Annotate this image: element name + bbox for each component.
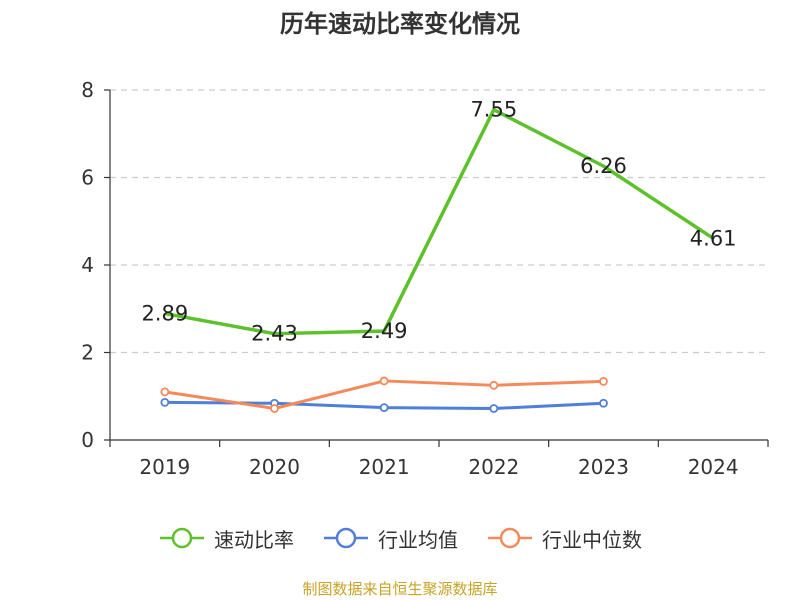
source-note: 制图数据来自恒生聚源数据库 bbox=[302, 580, 498, 598]
data-label: 2.49 bbox=[361, 319, 408, 343]
legend-marker-icon bbox=[324, 527, 368, 549]
legend-label: 速动比率 bbox=[214, 527, 294, 552]
x-tick-label: 2019 bbox=[139, 455, 190, 479]
data-point bbox=[379, 403, 389, 413]
series-line bbox=[164, 107, 715, 336]
legend-item[interactable]: 行业均值 bbox=[322, 524, 458, 553]
data-label: 7.55 bbox=[470, 98, 517, 122]
legend-marker-icon bbox=[488, 527, 532, 549]
data-point bbox=[599, 376, 608, 386]
legend-item[interactable]: 行业中位数 bbox=[486, 524, 642, 553]
y-tick-label: 2 bbox=[81, 341, 94, 365]
y-tick-label: 0 bbox=[81, 428, 94, 452]
data-point bbox=[489, 380, 499, 390]
data-label: 6.26 bbox=[580, 154, 627, 178]
data-label: 2.89 bbox=[141, 302, 188, 326]
legend-label: 行业中位数 bbox=[542, 527, 642, 552]
x-tick-label: 2020 bbox=[249, 455, 300, 479]
legend-item[interactable]: 速动比率 bbox=[158, 524, 294, 553]
x-tick-label: 2021 bbox=[359, 455, 410, 479]
data-point bbox=[160, 387, 170, 397]
data-label: 4.61 bbox=[690, 226, 737, 250]
data-point bbox=[379, 376, 389, 386]
legend: 速动比率 行业均值 行业中位数 bbox=[0, 520, 800, 556]
chart-plot: 0 2 4 6 8 2019 2020 2021 2022 2023 2024 2.89 2.43 2.4… bbox=[81, 78, 769, 479]
legend-marker-icon bbox=[160, 527, 204, 549]
data-point bbox=[599, 398, 608, 408]
x-tick-label: 2022 bbox=[468, 455, 519, 479]
chart-title: 历年速动比率变化情况 bbox=[280, 10, 520, 38]
y-tick-label: 6 bbox=[81, 166, 94, 190]
data-point bbox=[160, 397, 170, 407]
legend-label: 行业均值 bbox=[378, 527, 458, 552]
y-tick-label: 8 bbox=[81, 78, 94, 102]
data-point bbox=[270, 404, 279, 413]
data-label: 2.43 bbox=[251, 322, 298, 346]
data-point bbox=[489, 404, 499, 413]
x-tick-label: 2024 bbox=[688, 455, 739, 479]
x-tick-label: 2023 bbox=[578, 455, 629, 479]
y-tick-label: 4 bbox=[81, 253, 94, 277]
